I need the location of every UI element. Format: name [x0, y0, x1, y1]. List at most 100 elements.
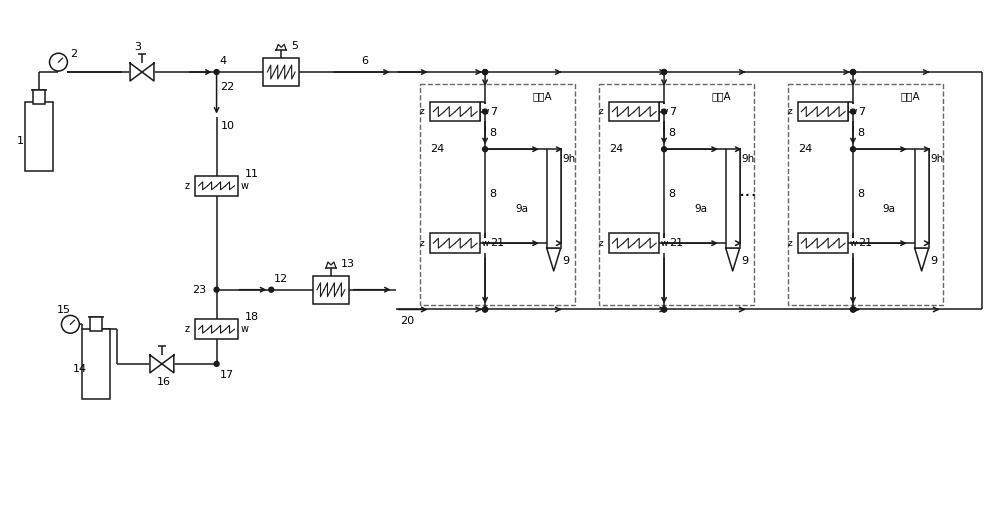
Text: 12: 12	[274, 274, 288, 284]
Bar	[82, 329, 110, 399]
Text: 9h: 9h	[563, 154, 576, 164]
Text: 9a: 9a	[694, 204, 707, 214]
Text: 7: 7	[669, 107, 676, 117]
Polygon shape	[915, 248, 929, 271]
Circle shape	[662, 70, 667, 75]
Polygon shape	[150, 355, 162, 373]
Text: 9h: 9h	[742, 154, 755, 164]
Bar	[430, 102, 480, 121]
Bar	[599, 84, 754, 305]
Bar	[798, 233, 848, 253]
Polygon shape	[162, 355, 174, 373]
Text: z: z	[599, 107, 604, 116]
Bar	[33, 90, 45, 104]
Text: z: z	[599, 239, 604, 247]
Circle shape	[851, 147, 856, 152]
Text: ...: ...	[739, 181, 758, 200]
Bar	[609, 233, 659, 253]
Circle shape	[851, 109, 856, 114]
Text: 24: 24	[430, 144, 445, 154]
Text: 17: 17	[220, 370, 234, 380]
Text: 24: 24	[798, 144, 813, 154]
Circle shape	[851, 307, 856, 312]
Circle shape	[851, 307, 856, 312]
Text: 8: 8	[668, 189, 675, 199]
Circle shape	[483, 307, 488, 312]
Text: 18: 18	[244, 313, 259, 322]
Circle shape	[662, 109, 667, 114]
Circle shape	[851, 70, 856, 75]
Bar	[313, 276, 349, 304]
Text: 9a: 9a	[515, 204, 528, 214]
Text: 8: 8	[668, 128, 675, 139]
Text: 15: 15	[56, 305, 70, 315]
Circle shape	[50, 53, 67, 71]
Text: w: w	[482, 239, 489, 247]
Text: w: w	[661, 239, 668, 247]
Text: 10: 10	[221, 121, 235, 131]
Circle shape	[662, 70, 667, 75]
Text: 14: 14	[72, 364, 87, 374]
Circle shape	[483, 70, 488, 75]
Bar	[726, 149, 740, 248]
Text: z: z	[420, 107, 425, 116]
Text: 13: 13	[341, 259, 355, 269]
Text: z: z	[420, 239, 425, 247]
Text: 22: 22	[221, 82, 235, 92]
Circle shape	[662, 307, 667, 312]
Text: w: w	[240, 181, 248, 191]
Bar	[195, 319, 238, 339]
Bar	[430, 233, 480, 253]
Text: w: w	[482, 107, 489, 116]
Circle shape	[483, 109, 488, 114]
Bar	[798, 102, 848, 121]
Text: 8: 8	[489, 189, 496, 199]
Text: w: w	[850, 107, 857, 116]
Text: 9: 9	[931, 256, 938, 266]
Text: 21: 21	[858, 238, 872, 248]
Text: 组件A: 组件A	[901, 91, 920, 101]
Text: 9a: 9a	[883, 204, 896, 214]
Text: 组件A: 组件A	[533, 91, 552, 101]
Text: 7: 7	[490, 107, 497, 117]
Text: 20: 20	[401, 316, 415, 326]
Text: 11: 11	[244, 169, 258, 179]
Text: 8: 8	[857, 128, 864, 139]
Circle shape	[214, 70, 219, 75]
Circle shape	[483, 70, 488, 75]
Text: 6: 6	[361, 56, 368, 66]
Text: 3: 3	[135, 42, 142, 52]
Text: 4: 4	[220, 56, 227, 66]
Text: 9h: 9h	[931, 154, 944, 164]
Text: w: w	[240, 324, 248, 334]
Text: 9: 9	[563, 256, 570, 266]
Polygon shape	[726, 248, 740, 271]
Text: 24: 24	[609, 144, 624, 154]
Bar	[90, 317, 102, 331]
Text: z: z	[788, 239, 793, 247]
Text: w: w	[850, 239, 857, 247]
Text: 1: 1	[17, 137, 24, 146]
Bar	[609, 102, 659, 121]
Text: 8: 8	[489, 128, 496, 139]
Text: 5: 5	[291, 41, 298, 51]
Text: 16: 16	[157, 377, 171, 387]
Circle shape	[662, 147, 667, 152]
Circle shape	[61, 315, 79, 333]
Circle shape	[483, 307, 488, 312]
Bar	[547, 149, 561, 248]
Text: w: w	[661, 107, 668, 116]
Bar	[25, 102, 52, 171]
Text: 2: 2	[70, 49, 78, 59]
Circle shape	[662, 307, 667, 312]
Text: 21: 21	[669, 238, 683, 248]
Polygon shape	[130, 63, 142, 81]
Bar	[915, 149, 929, 248]
Polygon shape	[142, 63, 154, 81]
Text: 21: 21	[490, 238, 504, 248]
Text: z: z	[184, 181, 189, 191]
Bar	[420, 84, 575, 305]
Circle shape	[269, 287, 274, 292]
Bar	[788, 84, 943, 305]
Text: 组件A: 组件A	[712, 91, 731, 101]
